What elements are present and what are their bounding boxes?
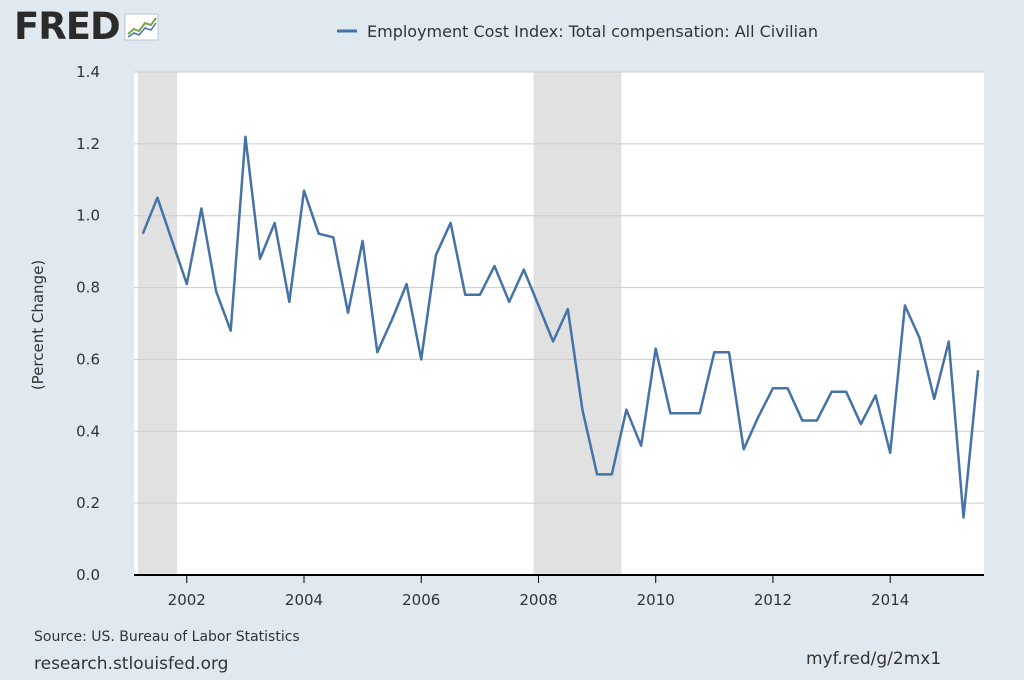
series-line-1[interactable] (141, 135, 980, 519)
y-tick-label: 1.4 (76, 63, 100, 81)
y-tick-label: 1.2 (76, 135, 100, 153)
y-tick-label: 0.2 (76, 494, 100, 512)
recession-band-2 (533, 72, 622, 575)
recession-shading (137, 72, 622, 575)
y-tick-label: 0.4 (76, 422, 100, 440)
source-site-link[interactable]: research.stlouisfed.org (34, 654, 229, 674)
y-tick-label: 0.6 (76, 350, 100, 368)
recession-band-1 (137, 72, 177, 575)
short-link[interactable]: myf.red/g/2mx1 (806, 649, 942, 669)
chart-line-icon (124, 13, 159, 40)
y-axis-label: (Percent Change) (29, 260, 47, 390)
x-tick-label: 2010 (637, 591, 675, 609)
chart-legend[interactable]: Employment Cost Index: Total compensatio… (337, 22, 818, 41)
grid-lines (134, 71, 984, 504)
source-text: Source: US. Bureau of Labor Statistics (34, 629, 300, 645)
x-tick-label: 2004 (285, 591, 323, 609)
x-tick-label: 2006 (402, 591, 440, 609)
axes: 0.0 0.2 0.4 0.6 0.8 1.0 1.2 1.4 2002 2004 2006 2008… (76, 63, 984, 609)
y-tick-label: 1.0 (76, 207, 100, 225)
fred-logo-text: FRED (14, 5, 121, 48)
x-tick-label: 2008 (519, 591, 557, 609)
legend-label: Employment Cost Index: Total compensatio… (367, 22, 818, 41)
y-tick-label: 0.0 (76, 566, 100, 584)
x-tick-label: 2014 (871, 591, 909, 609)
x-tick-label: 2012 (754, 591, 792, 609)
fred-logo[interactable]: FRED (14, 8, 160, 45)
x-tick-label: 2002 (168, 591, 206, 609)
y-tick-label: 0.8 (76, 279, 100, 297)
series-layer (141, 135, 980, 519)
